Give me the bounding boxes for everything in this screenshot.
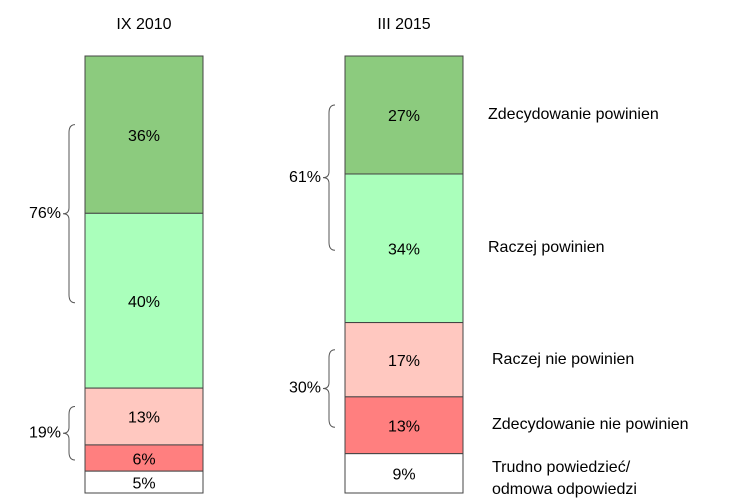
value-label: 13%: [388, 418, 420, 435]
bar-segment: [84, 470, 204, 494]
brace: [322, 104, 336, 251]
value-label: 6%: [132, 451, 155, 468]
brace-label: 61%: [289, 169, 321, 186]
bar-segment: [344, 453, 464, 494]
brace-label: 30%: [289, 380, 321, 397]
value-label: 13%: [128, 410, 160, 427]
bar-segment: [344, 396, 464, 455]
legend-label: Zdecydowanie powinien: [488, 105, 659, 123]
brace: [62, 406, 76, 461]
category-label: IX 2010: [116, 16, 171, 33]
value-label: 27%: [388, 108, 420, 125]
bar-segment: [84, 387, 204, 446]
bar-segment: [84, 444, 204, 472]
value-label: 40%: [128, 294, 160, 311]
brace: [322, 349, 336, 428]
value-label: 34%: [388, 241, 420, 258]
bar-segment: [344, 173, 464, 324]
legend-label: Zdecydowanie nie powinien: [492, 416, 689, 434]
bar-segment: [344, 322, 464, 398]
brace: [62, 124, 76, 304]
brace-label: 19%: [29, 425, 61, 442]
value-label: 17%: [388, 353, 420, 370]
value-label: 36%: [128, 128, 160, 145]
legend-label: Trudno powiedzieć/ odmowa odpowiedzi: [492, 459, 637, 499]
bar-segment: [84, 55, 204, 214]
bar-segment: [344, 55, 464, 175]
legend-label: Raczej nie powinien: [492, 350, 635, 368]
value-label: 5%: [132, 475, 155, 492]
legend-label: Raczej powinien: [488, 239, 605, 257]
category-label: III 2015: [377, 16, 430, 33]
bar-segment: [84, 212, 204, 389]
brace-label: 76%: [29, 205, 61, 222]
value-label: 9%: [392, 467, 415, 484]
